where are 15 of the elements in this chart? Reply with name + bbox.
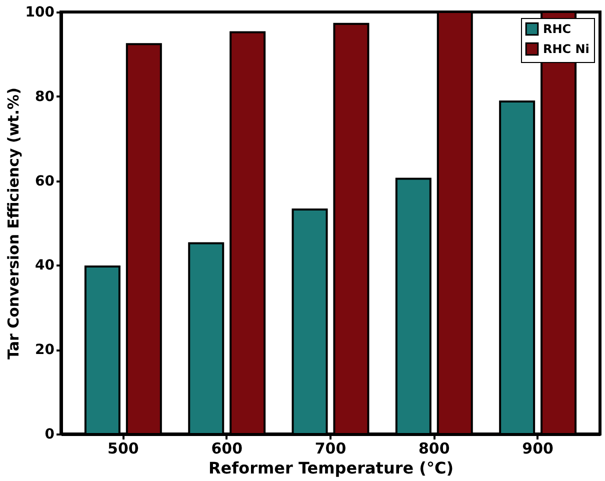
legend-label: RHC: [543, 22, 572, 36]
x-tick-label: 700: [314, 440, 346, 458]
x-tick-label: 500: [108, 440, 139, 458]
y-tick-label: 0: [44, 426, 55, 442]
x-tick-label: 800: [418, 440, 450, 458]
x-tick-label: 900: [522, 440, 554, 458]
legend-label: RHC Ni: [543, 42, 590, 56]
y-tick-label: 20: [35, 342, 55, 358]
x-axis-title: Reformer Temperature (°C): [208, 458, 454, 478]
y-tick-label: 60: [35, 173, 55, 190]
y-tick-label: 80: [35, 88, 55, 105]
x-tick-label: 600: [211, 440, 242, 458]
y-tick-label: 40: [35, 258, 55, 274]
y-axis-title: Tar Conversion Efficiency (wt.%): [4, 88, 22, 360]
y-tick-label: 100: [25, 4, 55, 20]
